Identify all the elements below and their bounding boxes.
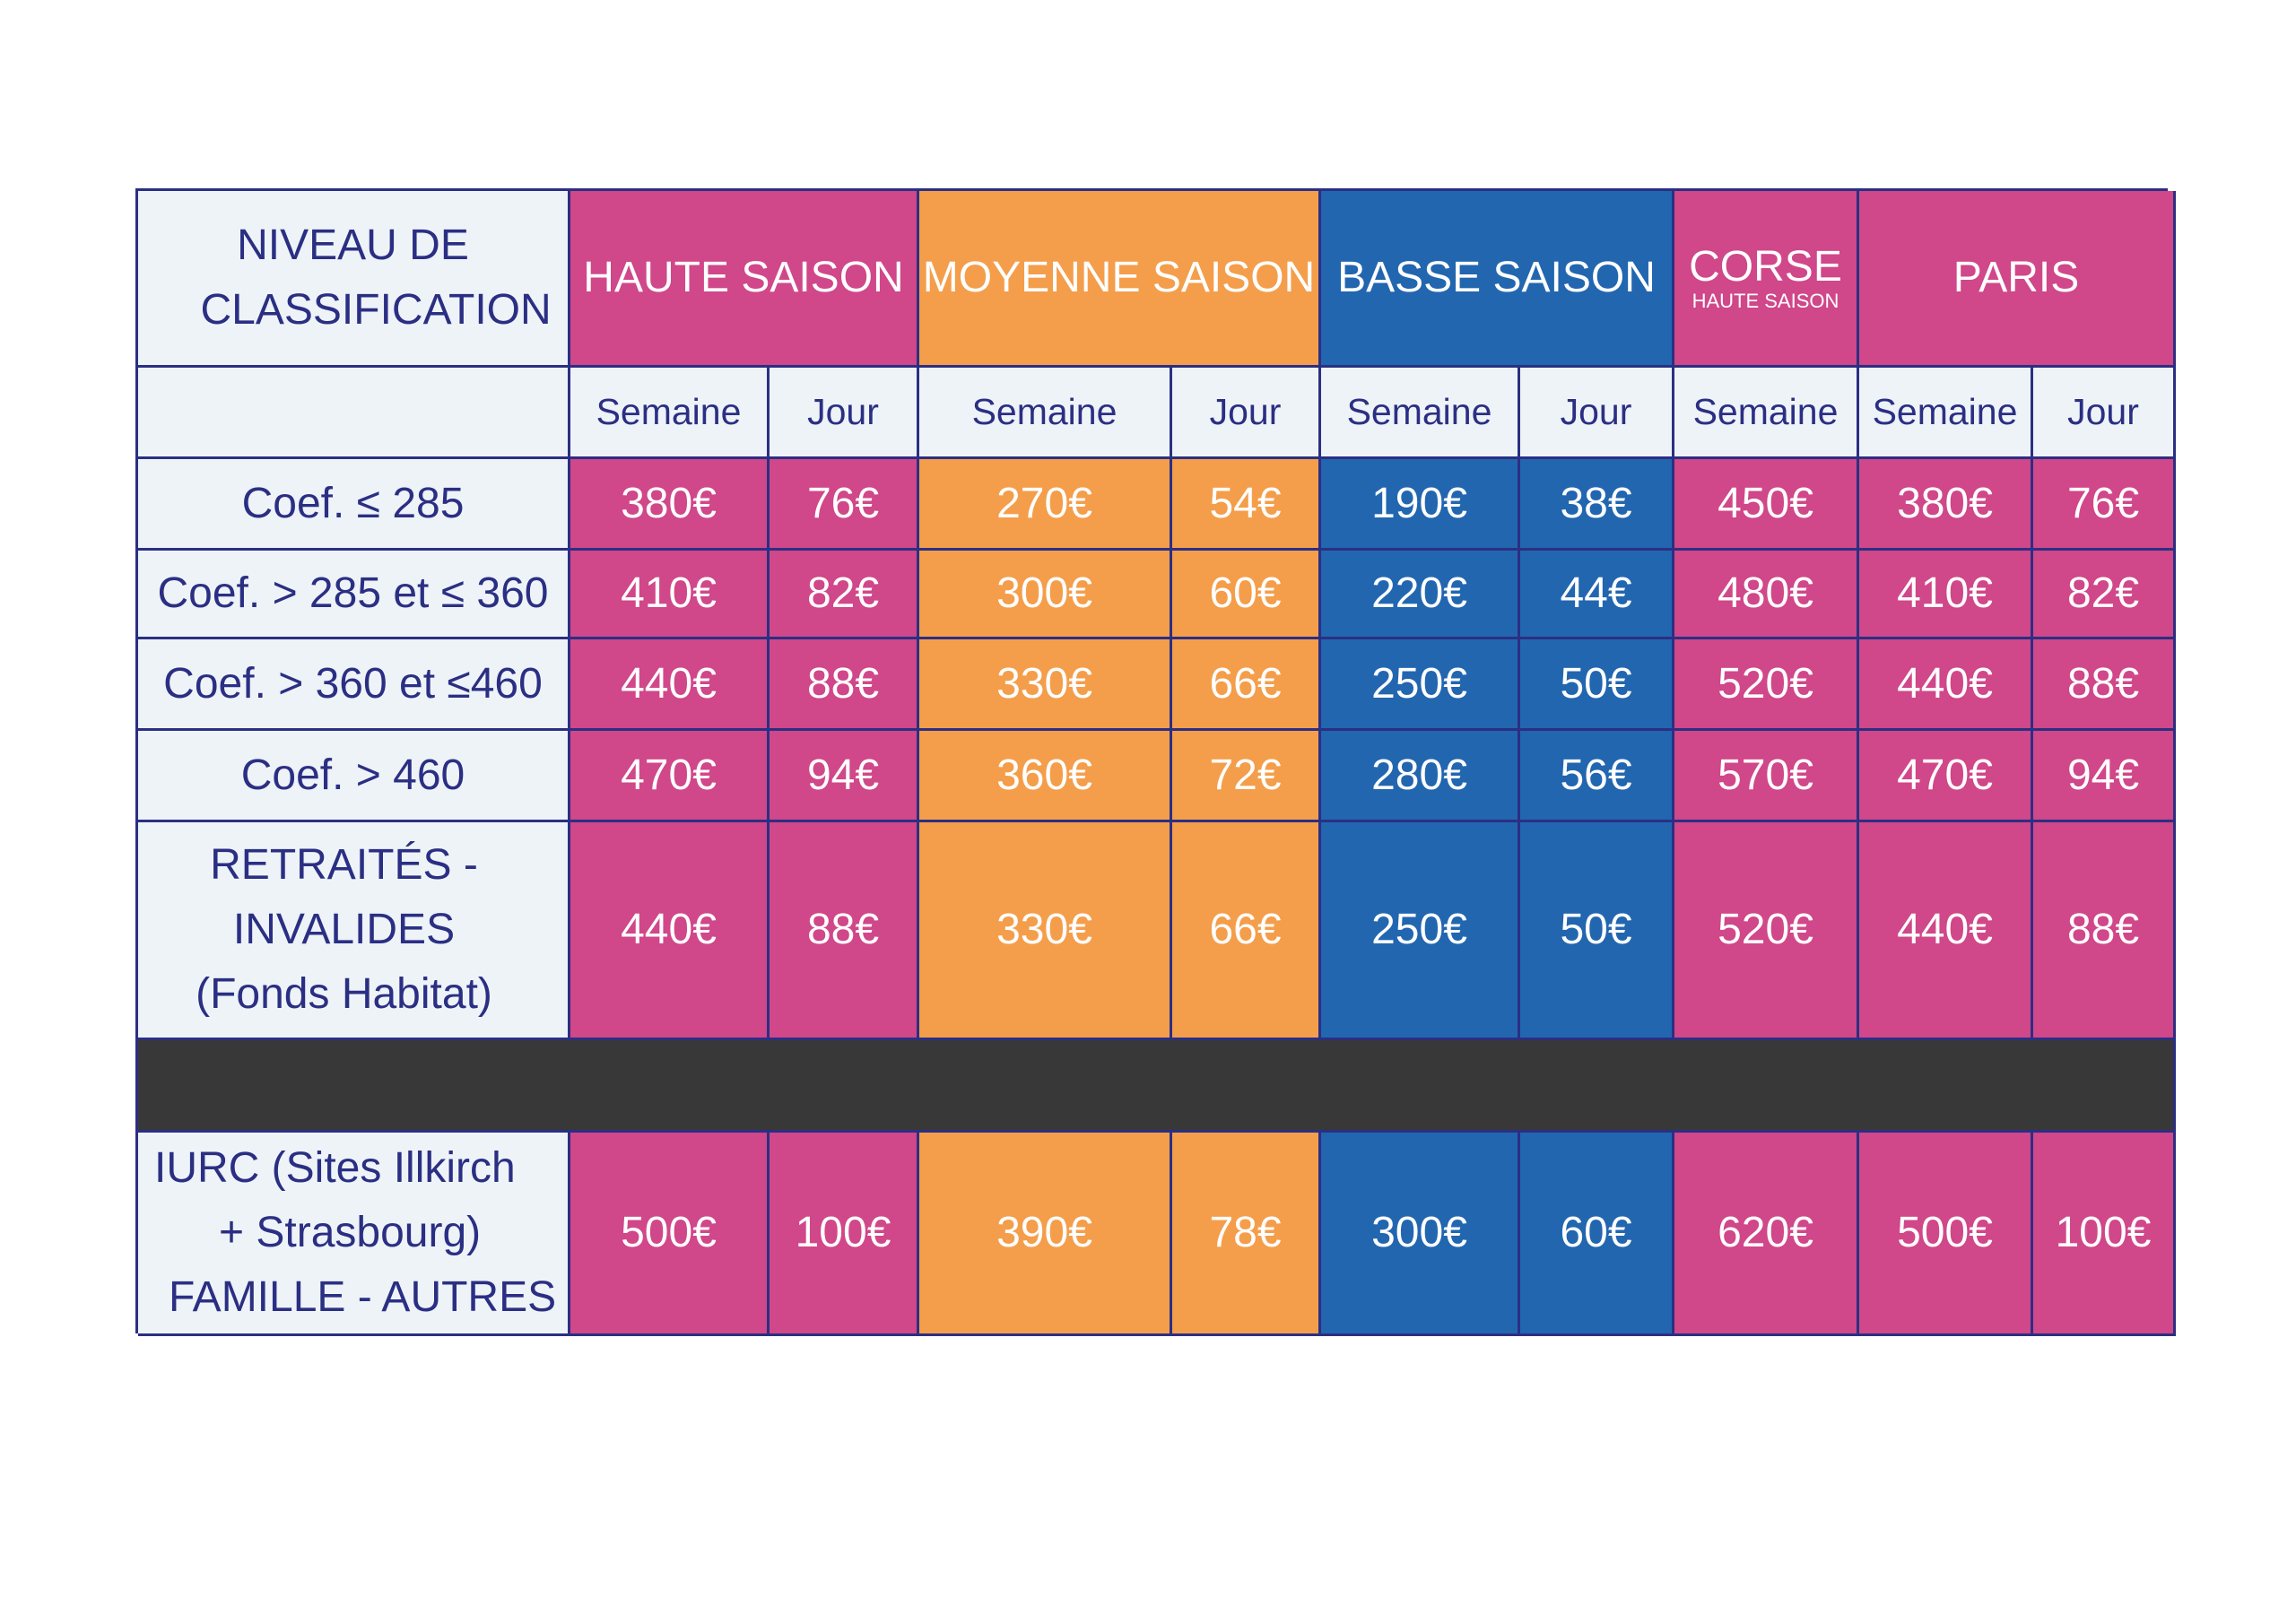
price-cell: 390€ [919,1133,1172,1336]
price-cell: 300€ [919,551,1172,639]
price-cell: 66€ [1172,822,1321,1040]
subheader-semaine: Semaine [1859,368,2033,459]
row-label-coef-285: Coef. ≤ 285 [138,459,570,551]
header-corse: CORSE HAUTE SAISON [1674,191,1859,368]
price-cell: 100€ [770,1133,919,1336]
price-cell: 360€ [919,731,1172,822]
price-cell: 330€ [919,639,1172,731]
subheader-jour: Jour [770,368,919,459]
header-niveau-text: NIVEAU DE CLASSIFICATION [200,221,552,334]
price-cell: 440€ [1859,822,2033,1040]
price-cell: 450€ [1674,459,1859,551]
price-cell: 190€ [1321,459,1520,551]
row-label-coef-285-360: Coef. > 285 et ≤ 360 [138,551,570,639]
price-cell: 78€ [1172,1133,1321,1336]
label-line: + Strasbourg) [219,1209,482,1256]
header-niveau-classification: NIVEAU DE CLASSIFICATION [138,191,570,368]
price-cell: 50€ [1520,639,1674,731]
price-cell: 410€ [570,551,770,639]
price-cell: 250€ [1321,822,1520,1040]
price-cell: 82€ [2033,551,2176,639]
header-moyenne-saison: MOYENNE SAISON [919,191,1321,368]
price-cell: 88€ [770,639,919,731]
price-cell: 500€ [570,1133,770,1336]
price-cell: 94€ [770,731,919,822]
price-cell: 480€ [1674,551,1859,639]
label-line: INVALIDES [232,906,456,953]
price-cell: 66€ [1172,639,1321,731]
row-label-coef-360-460: Coef. > 360 et ≤460 [138,639,570,731]
price-cell: 100€ [2033,1133,2176,1336]
price-cell: 76€ [2033,459,2176,551]
tariff-table: NIVEAU DE CLASSIFICATION HAUTE SAISON MO… [135,188,2176,1336]
price-cell: 44€ [1520,551,1674,639]
subheader-jour: Jour [1520,368,1674,459]
row-label-coef-460: Coef. > 460 [138,731,570,822]
header-haute-saison: HAUTE SAISON [570,191,919,368]
subheader-semaine: Semaine [570,368,770,459]
price-cell: 520€ [1674,639,1859,731]
price-cell: 38€ [1520,459,1674,551]
header-paris: PARIS [1859,191,2176,368]
price-cell: 88€ [770,822,919,1040]
price-cell: 60€ [1172,551,1321,639]
subheader-semaine: Semaine [919,368,1172,459]
price-cell: 60€ [1520,1133,1674,1336]
price-cell: 380€ [1859,459,2033,551]
price-cell: 88€ [2033,639,2176,731]
subheader-semaine: Semaine [1321,368,1520,459]
header-basse-saison: BASSE SAISON [1321,191,1674,368]
price-cell: 380€ [570,459,770,551]
separator-row [138,1040,2176,1133]
price-cell: 76€ [770,459,919,551]
price-cell: 280€ [1321,731,1520,822]
price-cell: 82€ [770,551,919,639]
price-cell: 410€ [1859,551,2033,639]
price-cell: 270€ [919,459,1172,551]
price-cell: 56€ [1520,731,1674,822]
header-corse-title: CORSE [1689,243,1842,291]
subheader-empty-cell [138,368,570,459]
price-cell: 50€ [1520,822,1674,1040]
header-corse-subtitle: HAUTE SAISON [1692,289,1839,312]
price-cell: 470€ [1859,731,2033,822]
row-label-retraites-invalides: RETRAITÉS - INVALIDES (Fonds Habitat) [138,822,570,1040]
price-cell: 620€ [1674,1133,1859,1336]
iurc-label-lines: IURC (Sites Illkirch + Strasbourg) FAMIL… [154,1136,556,1330]
row-label-iurc-famille: IURC (Sites Illkirch + Strasbourg) FAMIL… [138,1133,570,1336]
label-line: RETRAITÉS - [210,841,478,889]
price-cell: 440€ [570,639,770,731]
label-line: FAMILLE - AUTRES [169,1273,557,1321]
subheader-jour: Jour [1172,368,1321,459]
price-cell: 570€ [1674,731,1859,822]
price-cell: 220€ [1321,551,1520,639]
price-cell: 300€ [1321,1133,1520,1336]
price-cell: 330€ [919,822,1172,1040]
price-cell: 94€ [2033,731,2176,822]
price-cell: 440€ [570,822,770,1040]
retraites-label-lines: RETRAITÉS - INVALIDES (Fonds Habitat) [196,833,492,1027]
price-cell: 440€ [1859,639,2033,731]
label-line: IURC (Sites Illkirch [154,1144,516,1192]
corse-header-group: CORSE HAUTE SAISON [1689,243,1842,312]
label-line: (Fonds Habitat) [196,970,492,1018]
price-cell: 88€ [2033,822,2176,1040]
subheader-jour: Jour [2033,368,2176,459]
subheader-semaine: Semaine [1674,368,1859,459]
price-cell: 520€ [1674,822,1859,1040]
price-cell: 72€ [1172,731,1321,822]
price-cell: 500€ [1859,1133,2033,1336]
price-cell: 470€ [570,731,770,822]
price-cell: 54€ [1172,459,1321,551]
price-cell: 250€ [1321,639,1520,731]
